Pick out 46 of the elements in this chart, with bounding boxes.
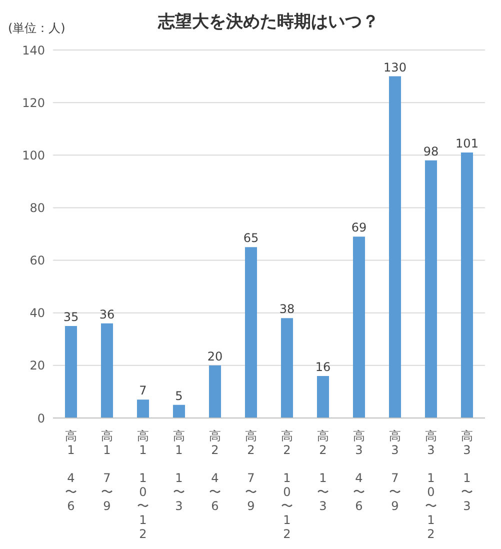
text: (単位：人)	[8, 20, 66, 37]
data-label: 16	[315, 360, 331, 374]
bar	[317, 376, 329, 418]
y-tick-label: 40	[30, 306, 45, 320]
data-label: 98	[423, 144, 439, 158]
x-tick-label: 高3 10〜12	[425, 429, 437, 541]
x-tick-label: 高1 10〜12	[137, 429, 149, 541]
x-tick-label: 高3 7〜9	[389, 429, 401, 513]
x-tick-label: 高1 4〜6	[65, 429, 77, 513]
data-label: 35	[63, 310, 79, 324]
x-tick-label: 高1 7〜9	[101, 429, 113, 513]
data-label: 7	[139, 384, 147, 398]
x-tick-label: 高3 4〜6	[353, 429, 365, 513]
chart-title: 志望大を決めた時期はいつ？	[158, 11, 379, 33]
x-tick-label: 高2 1〜3	[317, 429, 329, 513]
y-tick-label: 80	[30, 200, 45, 215]
bar	[173, 404, 185, 418]
y-tick-label: 100	[22, 148, 45, 162]
y-tick-label: 20	[30, 358, 45, 373]
y-tick-label: 60	[30, 254, 45, 268]
bar	[101, 323, 113, 418]
bar	[389, 76, 401, 418]
x-tick-label: 高2 4〜6	[209, 429, 221, 513]
data-label: 101	[456, 136, 478, 151]
bar	[65, 326, 77, 418]
bar	[425, 160, 437, 418]
data-label: 36	[99, 307, 115, 322]
data-label: 65	[243, 231, 259, 246]
y-tick-label: 140	[22, 43, 45, 58]
bar	[245, 247, 257, 418]
x-tick-label: 高2 7〜9	[245, 429, 257, 513]
y-tick-label: 120	[22, 96, 45, 110]
data-label: 69	[351, 220, 367, 235]
bar	[461, 152, 473, 418]
bar	[209, 365, 221, 418]
data-label: 130	[384, 60, 406, 74]
bar	[353, 236, 365, 418]
y-tick-label: 0	[37, 411, 45, 426]
data-label: 38	[279, 302, 295, 316]
x-tick-label: 高3 1〜3	[461, 429, 473, 513]
bar	[281, 318, 293, 418]
x-tick-label: 高2 10〜12	[281, 429, 293, 541]
x-tick-label: 高1 1〜3	[173, 429, 185, 513]
data-label: 20	[207, 349, 223, 364]
bar	[137, 400, 149, 418]
data-label: 5	[175, 388, 183, 403]
